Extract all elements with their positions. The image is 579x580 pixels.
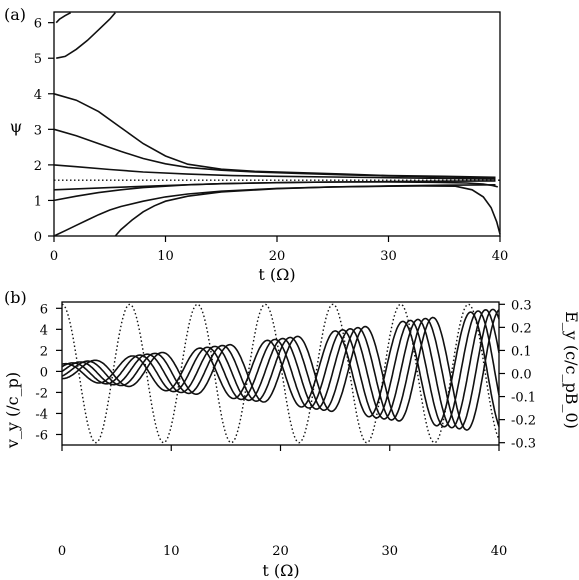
panel-b-x-tick-label: 0 [58,544,66,559]
panel-b-x-axis-title: t (Ω) [262,561,299,580]
panel-a-series-7-line [53,181,498,202]
panel-a-series-2-line [55,11,72,24]
panel-b-velocity-series-5-line [61,311,500,427]
panel-b-x-tick-label: 40 [491,544,508,559]
panel-a-x-tick-label: 20 [269,249,286,264]
panel-b-y-axis-title: v_y (/c_p) [3,372,22,449]
panel-a-y-axis-title: ψ [10,117,23,136]
panel-b-ticks: 0 10 20 30 40 -6 -4 -2 0 2 4 6 -0.3 -0.2 -0.1 0.0 0.1 0.2… [35,298,536,559]
panel-b-velocity-series-1-line [62,309,500,431]
panel-a-x-axis-title: t (Ω) [258,265,295,284]
panel-a-y-tick-label: 1 [34,194,42,209]
panel-a-y-tick-label: 6 [34,17,42,32]
panel-b-series [61,303,500,444]
panel-a-plot-frame [53,11,501,237]
panel-a-x-tick-label: 0 [50,249,58,264]
panel-a-y-tick-label: 2 [34,159,42,174]
panel-b-y-tick-label: 0 [40,365,48,380]
panel-a-y-tick-label: 5 [34,52,42,67]
panel-b-x-tick-label: 30 [381,544,398,559]
panel-a-series-8-line [53,185,501,237]
panel-b-y2-axis-title: E_y (c/c_pB_0) [562,311,579,429]
panel-b-velocity-series-2-line [61,308,500,430]
panel-a-y-tick-label: 3 [34,123,42,138]
panel-b-y-tick-label: -6 [35,428,48,443]
panel-b-y2-tick-label: -0.3 [511,437,536,452]
panel-a-series-1-line [56,12,116,59]
panel-b-y-tick-label: 6 [40,302,48,317]
panel-b-y-tick-label: 4 [40,323,48,338]
panel-b-label: (b) [4,288,27,307]
panel-b-y2-tick-label: -0.1 [511,391,536,406]
panel-b-y2-tick-label: 0.1 [511,344,532,359]
panel-b-y-tick-label: 2 [40,344,48,359]
panel-b-y2-tick-label: -0.2 [511,414,536,429]
panel-a-ticks: 0 10 20 30 40 0 1 2 3 4 5 6 [34,17,509,264]
panel-b-y2-tick-label: 0.3 [511,298,532,313]
panel-a-series-9-line [114,184,496,237]
panel-a-x-tick-label: 10 [157,249,174,264]
panel-b-velocity-series-3-line [61,308,500,429]
panel-b-x-tick-label: 10 [163,544,180,559]
panel-b-y2-tick-label: 0.0 [511,368,532,383]
panel-a-series-5-line [53,164,496,180]
panel-b-x-tick-label: 20 [272,544,289,559]
panel-b-y-tick-label: -2 [35,386,48,401]
panel-a-series [53,11,501,237]
panel-a-y-tick-label: 0 [34,230,42,245]
panel-a-label: (a) [4,5,26,24]
panel-a-y-tick-label: 4 [34,88,42,103]
panel-a-series-3-line [53,93,496,179]
panel-a-x-tick-label: 40 [492,249,509,264]
panel-a-x-tick-label: 30 [380,249,397,264]
panel-b-e-field-line [61,303,500,444]
panel-b-y2-tick-label: 0.2 [511,321,532,336]
panel-a-series-4-line [53,128,496,179]
panel-b-y-tick-label: -4 [35,407,48,422]
